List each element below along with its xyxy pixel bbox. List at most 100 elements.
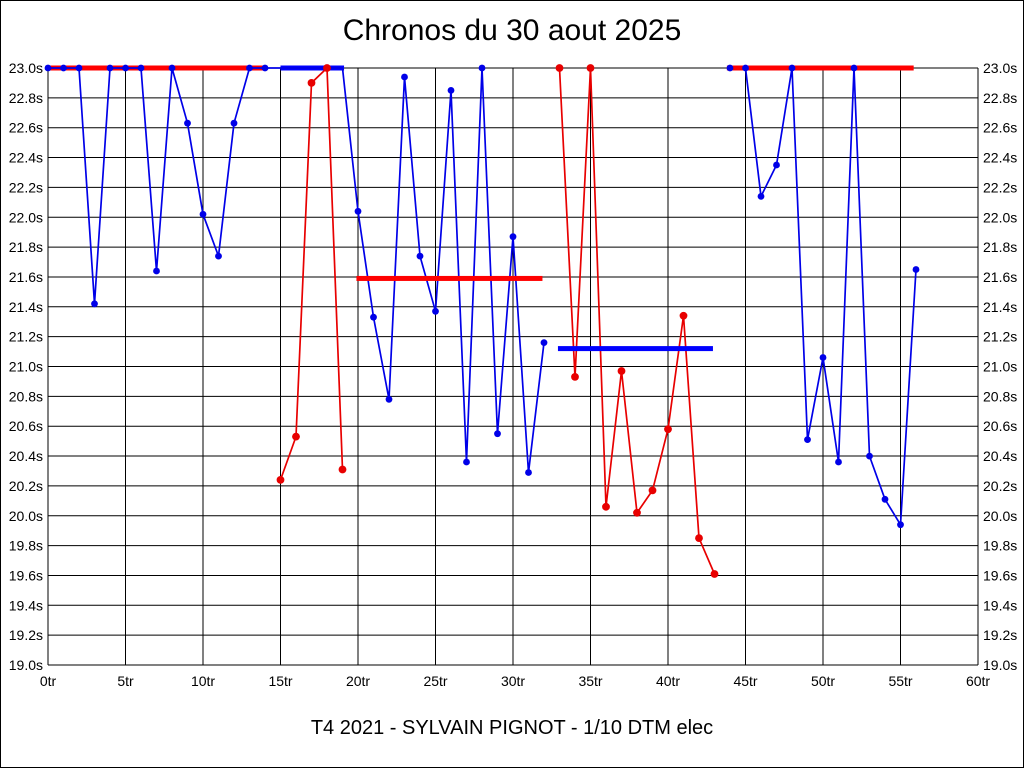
red-series-point [602,502,610,511]
blue-series-line [48,67,545,474]
red-series-point [292,432,300,441]
x-tick-label: 5tr [117,673,134,689]
y-tick-label-right: 22.0s [983,209,1017,225]
red-series-point [571,373,579,381]
x-tick-label: 45tr [733,673,757,689]
red-series-point [695,534,703,542]
blue-series-point [540,339,548,346]
blue-series-point [44,64,52,72]
x-tick-label: 0tr [40,673,57,689]
blue-series-point [230,119,238,127]
blue-series-point [525,469,532,476]
y-tick-label-right: 22.2s [983,179,1017,195]
blue-series-point [122,64,129,72]
y-tick-label-right: 19.6s [983,567,1017,583]
y-tick-label-left: 21.8s [9,239,43,255]
red-average-bar-2 [356,275,543,281]
x-tick-label: 60tr [966,673,990,689]
blue-series-point [106,64,114,72]
y-tick-label-left: 22.0s [9,209,43,225]
y-tick-label-right: 20.2s [983,478,1017,494]
y-tick-label-left: 19.4s [9,597,43,613]
blue-series-point [478,64,486,72]
y-tick-label-right: 21.8s [983,239,1017,255]
y-tick-label-right: 19.0s [983,657,1017,673]
y-tick-label-left: 20.8s [9,388,43,404]
blue-series-point [354,207,362,215]
y-tick-label-left: 19.2s [9,627,43,643]
x-tick-label: 30tr [501,673,525,689]
blue-series-point [168,64,176,72]
blue-series-point [788,64,796,72]
red-series-point [307,79,316,87]
y-tick-label-right: 22.4s [983,150,1017,166]
red-series-point [710,570,719,578]
y-tick-label-left: 22.4s [9,150,43,166]
blue-series-point [370,313,377,321]
x-tick-label: 25tr [423,673,447,689]
y-tick-label-right: 21.0s [983,359,1017,375]
x-tick-label: 40tr [656,673,680,689]
y-tick-label-left: 20.6s [9,418,43,434]
blue-series-point [850,64,858,72]
x-tick-label: 35tr [578,673,602,689]
red-average-bar-1 [46,65,268,71]
x-tick-label: 50tr [811,673,835,689]
y-tick-label-left: 21.0s [9,359,43,375]
red-series-line [279,67,344,481]
blue-series-point [184,119,191,127]
y-tick-label-right: 19.2s [983,627,1017,643]
red-series-line [558,67,716,575]
y-tick-label-right: 19.4s [983,597,1017,613]
blue-series-point [416,252,424,260]
y-tick-label-right: 20.4s [983,448,1017,464]
y-tick-label-left: 23.0s [9,60,43,76]
y-tick-label-left: 19.8s [9,538,43,554]
x-tick-label: 15tr [268,673,292,689]
blue-series-point [137,64,145,72]
red-series-point [679,311,688,320]
blue-series-point [199,210,207,218]
blue-series-point [757,193,765,200]
red-series-point [338,465,347,474]
red-average-bar-3 [726,65,914,71]
y-tick-label-left: 19.0s [9,657,43,673]
chart-footer: T4 2021 - SYLVAIN PIGNOT - 1/10 DTM elec [310,717,714,739]
blue-series-point [494,430,501,438]
y-tick-label-left: 21.2s [9,329,43,345]
y-tick-label-left: 20.4s [9,448,43,464]
blue-series-point [726,64,734,72]
red-series-point [555,64,564,72]
y-tick-label-right: 20.6s [983,418,1017,434]
red-series-point [664,425,672,434]
red-series-point [617,367,626,375]
blue-series-point [897,521,904,529]
y-tick-label-left: 20.0s [9,508,43,524]
y-tick-label-right: 23.0s [983,60,1017,76]
blue-series-point [215,252,222,260]
y-tick-label-right: 21.6s [983,269,1017,285]
blue-series-point [509,233,517,241]
y-tick-label-left: 22.2s [9,179,43,195]
blue-series-point [804,436,811,443]
blue-series-point [261,64,269,72]
y-tick-label-right: 21.2s [983,329,1017,345]
x-tick-label: 55tr [888,673,912,689]
chart-title: Chronos du 30 aout 2025 [342,14,682,47]
red-series-point [276,476,285,484]
blue-series-point [866,452,873,460]
y-tick-label-right: 22.8s [983,90,1017,106]
blue-series-point [463,458,470,466]
blue-series-point [153,267,160,275]
y-tick-label-left: 20.2s [9,478,43,494]
blue-series-point [246,64,253,72]
blue-series-point [773,161,780,169]
blue-series-point [401,73,408,81]
blue-average-bar-2 [557,346,713,352]
y-tick-label-right: 20.0s [983,508,1017,524]
blue-series-point [835,458,842,466]
y-tick-label-left: 22.8s [9,90,43,106]
red-series-point [648,486,657,495]
blue-series-point [385,395,393,403]
